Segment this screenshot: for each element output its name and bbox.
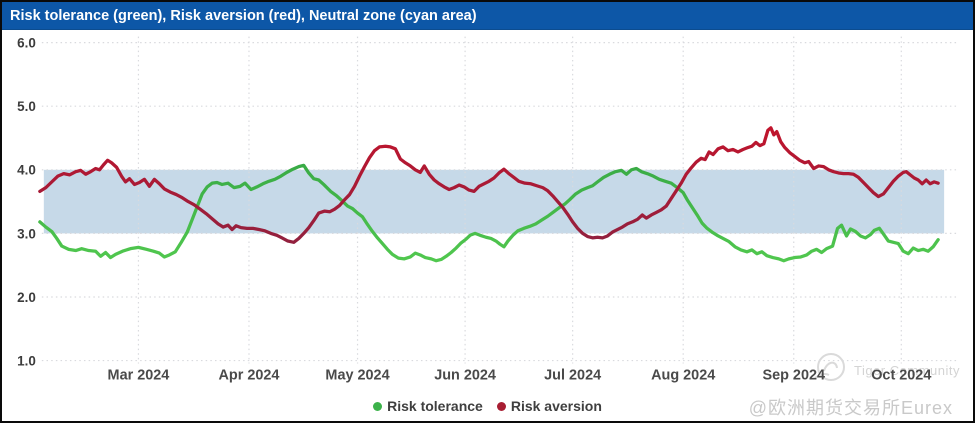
x-axis-month-label: May 2024 — [325, 367, 389, 383]
tiger-community-watermark: Tiger Community — [812, 350, 960, 391]
x-axis-month-label: Aug 2024 — [651, 367, 715, 383]
risk-aversion-line — [38, 126, 940, 244]
neutral-zone-band — [43, 169, 945, 234]
x-axis-month-label: Sep 2024 — [762, 367, 825, 383]
legend-label-risk-tolerance: Risk tolerance — [387, 398, 483, 414]
risk-tolerance-dot-icon — [373, 401, 383, 411]
tiger-community-logo-icon — [812, 350, 848, 391]
eurex-account-watermark: @欧洲期货交易所Eurex — [748, 398, 953, 418]
y-axis-tick-label: 1.0 — [17, 354, 36, 369]
x-axis-month-label: Oct 2024 — [871, 367, 931, 383]
x-axis-month-label: Jun 2024 — [434, 367, 496, 383]
x-axis-month-label: Jul 2024 — [544, 367, 601, 383]
risk-tolerance-line — [38, 163, 940, 263]
y-axis-tick-label: 4.0 — [17, 163, 36, 178]
y-axis-tick-label: 2.0 — [17, 290, 36, 305]
tiger-community-watermark-label: Tiger Community — [854, 363, 960, 378]
x-axis-month-label: Apr 2024 — [219, 367, 280, 383]
chart-title-bar: Risk tolerance (green), Risk aversion (r… — [2, 2, 973, 30]
y-axis-tick-label: 3.0 — [17, 226, 36, 241]
chart-legend: Risk tolerance Risk aversion — [2, 396, 973, 416]
legend-item-risk-tolerance: Risk tolerance — [373, 398, 483, 414]
y-axis-tick-label: 6.0 — [17, 36, 36, 51]
y-axis-tick-label: 5.0 — [17, 99, 36, 114]
legend-label-risk-aversion: Risk aversion — [510, 398, 602, 414]
x-axis-month-label: Mar 2024 — [108, 367, 170, 383]
risk-aversion-dot-icon — [496, 401, 506, 411]
legend-item-risk-aversion: Risk aversion — [496, 398, 602, 414]
